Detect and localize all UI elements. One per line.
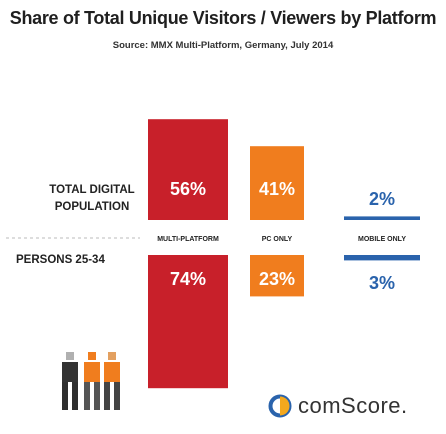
comscore-logo: comScore.: [268, 392, 408, 420]
person-3-leg-right: [114, 382, 120, 410]
bar-persons-mobile-only: [344, 255, 420, 261]
chart-title: Share of Total Unique Visitors / Viewers…: [9, 8, 437, 28]
person-1-head: [66, 352, 74, 360]
comscore-logo-text: comScore.: [298, 393, 408, 418]
category-label-0: MULTI-PLATFORM: [157, 236, 219, 243]
person-2-leg-right: [94, 382, 100, 410]
bar-total-pc-only: [250, 146, 304, 220]
people-illustration: [62, 352, 120, 410]
series-label-total-digital: TOTAL DIGITAL: [49, 184, 134, 196]
chart-subtitle: Source: MMX Multi-Platform, Germany, Jul…: [112, 40, 334, 51]
person-1-leg-left: [62, 382, 68, 410]
person-1-leg-right: [72, 382, 78, 410]
bar-persons-multi-platform: [148, 255, 228, 389]
data-label-persons-1: 23%: [259, 269, 295, 289]
data-label-total-2: 2%: [369, 189, 395, 209]
person-3-head: [108, 352, 116, 360]
person-1-body: [62, 362, 78, 382]
person-2-leg-left: [84, 382, 90, 410]
data-label-persons-0: 74%: [170, 269, 206, 289]
series-label-persons-25-34: PERSONS 25-34: [16, 254, 105, 266]
person-3-body: [104, 362, 120, 382]
category-label-1: PC ONLY: [262, 236, 293, 243]
data-label-total-0: 56%: [170, 179, 206, 199]
person-3-leg-left: [104, 382, 110, 410]
category-label-2: MOBILE ONLY: [358, 236, 406, 243]
data-label-persons-2: 3%: [369, 273, 395, 293]
data-label-total-1: 41%: [259, 179, 295, 199]
series-label-population: POPULATION: [55, 201, 130, 213]
bar-total-multi-platform: [148, 119, 228, 220]
comscore-logo-icon: [268, 394, 292, 418]
person-2-body: [84, 362, 100, 382]
bar-persons-pc-only: [250, 255, 304, 297]
person-2-head: [88, 352, 96, 360]
bar-total-mobile-only: [344, 216, 420, 220]
